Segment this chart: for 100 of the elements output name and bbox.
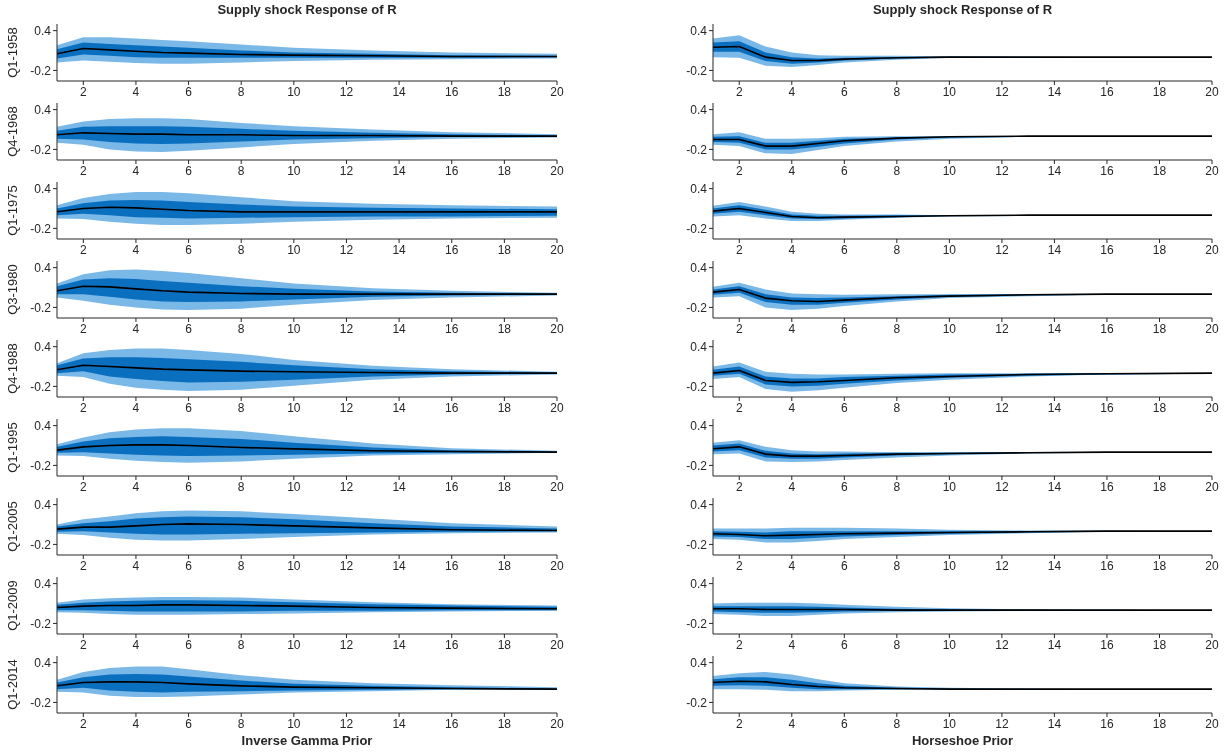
x-tick-label: 12 xyxy=(995,321,1009,336)
x-tick-label: 6 xyxy=(840,242,848,257)
x-tick-label: 20 xyxy=(550,558,564,573)
x-tick-label: 18 xyxy=(497,400,512,415)
x-tick-label: 12 xyxy=(995,716,1009,731)
y-tick-label: -0.2 xyxy=(30,142,52,157)
y-tick-label: -0.2 xyxy=(686,221,708,236)
y-tick-label: 0.4 xyxy=(690,576,708,591)
x-tick-label: 2 xyxy=(79,321,87,336)
y-tick-label: 0.4 xyxy=(690,260,708,275)
x-tick-label: 12 xyxy=(995,242,1009,257)
x-tick-label: 18 xyxy=(1152,321,1167,336)
x-tick-label: 8 xyxy=(237,558,245,573)
x-tick-label: 16 xyxy=(445,479,459,494)
y-tick-label: 0.4 xyxy=(34,260,52,275)
x-tick-label: 20 xyxy=(1205,84,1219,99)
x-tick-label: 20 xyxy=(1205,163,1219,178)
x-tick-label: 4 xyxy=(132,479,140,494)
x-tick-label: 10 xyxy=(942,479,957,494)
x-tick-label: 18 xyxy=(497,84,512,99)
x-tick-label: 2 xyxy=(735,400,743,415)
x-tick-label: 18 xyxy=(497,163,512,178)
x-tick-label: 6 xyxy=(840,321,848,336)
x-tick-label: 14 xyxy=(392,479,407,494)
x-tick-label: 8 xyxy=(237,637,245,652)
x-tick-label: 20 xyxy=(1205,321,1219,336)
x-tick-label: 6 xyxy=(185,400,193,415)
x-tick-label: 2 xyxy=(79,163,87,178)
x-tick-label: 14 xyxy=(1047,558,1062,573)
x-tick-label: 12 xyxy=(339,321,354,336)
x-tick-label: 6 xyxy=(840,558,848,573)
x-tick-label: 4 xyxy=(788,716,796,731)
x-axis-title: Inverse Gamma Prior xyxy=(240,732,374,750)
y-tick-label: -0.2 xyxy=(30,300,52,315)
y-tick-label: 0.4 xyxy=(690,418,708,433)
x-tick-label: 6 xyxy=(840,637,848,652)
x-tick-label: 8 xyxy=(237,84,245,99)
x-tick-label: 18 xyxy=(497,321,512,336)
x-tick-label: 16 xyxy=(445,400,459,415)
x-tick-label: 18 xyxy=(1152,242,1167,257)
y-axis-title: Q4-1968 xyxy=(4,106,20,157)
x-tick-label: 6 xyxy=(840,400,848,415)
y-tick-label: -0.2 xyxy=(686,300,708,315)
x-tick-label: 2 xyxy=(735,321,743,336)
x-tick-label: 2 xyxy=(79,84,87,99)
x-tick-label: 8 xyxy=(893,479,901,494)
x-tick-label: 2 xyxy=(735,716,743,731)
x-tick-label: 8 xyxy=(893,84,901,99)
x-tick-label: 10 xyxy=(942,637,957,652)
x-tick-label: 20 xyxy=(1205,400,1219,415)
line-series xyxy=(57,681,557,690)
x-tick-label: 2 xyxy=(735,163,743,178)
x-tick-label: 2 xyxy=(735,84,743,99)
x-tick-label: 16 xyxy=(445,637,459,652)
x-tick-label: 12 xyxy=(339,163,354,178)
y-tick-label: 0.4 xyxy=(34,339,52,354)
x-tick-label: 12 xyxy=(995,84,1009,99)
x-tick-label: 16 xyxy=(1100,84,1114,99)
x-tick-label: 2 xyxy=(735,558,743,573)
y-axis-title: Q1-1958 xyxy=(4,27,20,78)
x-tick-label: 10 xyxy=(942,321,957,336)
y-tick-label: 0.4 xyxy=(34,418,52,433)
x-tick-label: 6 xyxy=(185,637,193,652)
x-tick-label: 12 xyxy=(339,400,354,415)
x-tick-label: 10 xyxy=(942,84,957,99)
x-tick-label: 4 xyxy=(788,479,796,494)
x-tick-label: 12 xyxy=(339,716,354,731)
y-tick-label: 0.4 xyxy=(34,181,52,196)
x-tick-label: 12 xyxy=(339,637,354,652)
x-tick-label: 10 xyxy=(287,84,301,99)
x-tick-label: 12 xyxy=(995,558,1009,573)
x-tick-label: 6 xyxy=(840,84,848,99)
y-tick-label: -0.2 xyxy=(686,458,708,473)
x-tick-label: 16 xyxy=(1100,400,1114,415)
x-tick-label: 10 xyxy=(287,321,301,336)
x-tick-label: 4 xyxy=(132,637,140,652)
x-tick-label: 20 xyxy=(550,479,564,494)
y-tick-label: -0.2 xyxy=(30,221,52,236)
x-tick-label: 6 xyxy=(185,479,193,494)
y-tick-label: 0.4 xyxy=(690,102,708,117)
x-tick-label: 10 xyxy=(287,479,301,494)
y-tick-label: 0.4 xyxy=(34,102,52,117)
x-tick-label: 12 xyxy=(339,558,354,573)
x-tick-label: 10 xyxy=(287,637,301,652)
x-tick-label: 16 xyxy=(1100,321,1114,336)
x-tick-label: 12 xyxy=(995,479,1009,494)
x-tick-label: 6 xyxy=(840,163,848,178)
x-tick-label: 20 xyxy=(550,163,564,178)
line-series xyxy=(57,444,557,453)
x-tick-label: 14 xyxy=(392,84,407,99)
x-tick-label: 8 xyxy=(893,637,901,652)
x-tick-label: 2 xyxy=(735,242,743,257)
x-tick-label: 12 xyxy=(339,242,354,257)
x-tick-label: 10 xyxy=(287,242,301,257)
x-tick-label: 20 xyxy=(550,716,564,731)
x-tick-label: 10 xyxy=(942,558,957,573)
x-tick-label: 2 xyxy=(79,242,87,257)
x-tick-label: 20 xyxy=(550,84,564,99)
x-tick-label: 6 xyxy=(840,479,848,494)
y-tick-label: -0.2 xyxy=(30,695,52,710)
